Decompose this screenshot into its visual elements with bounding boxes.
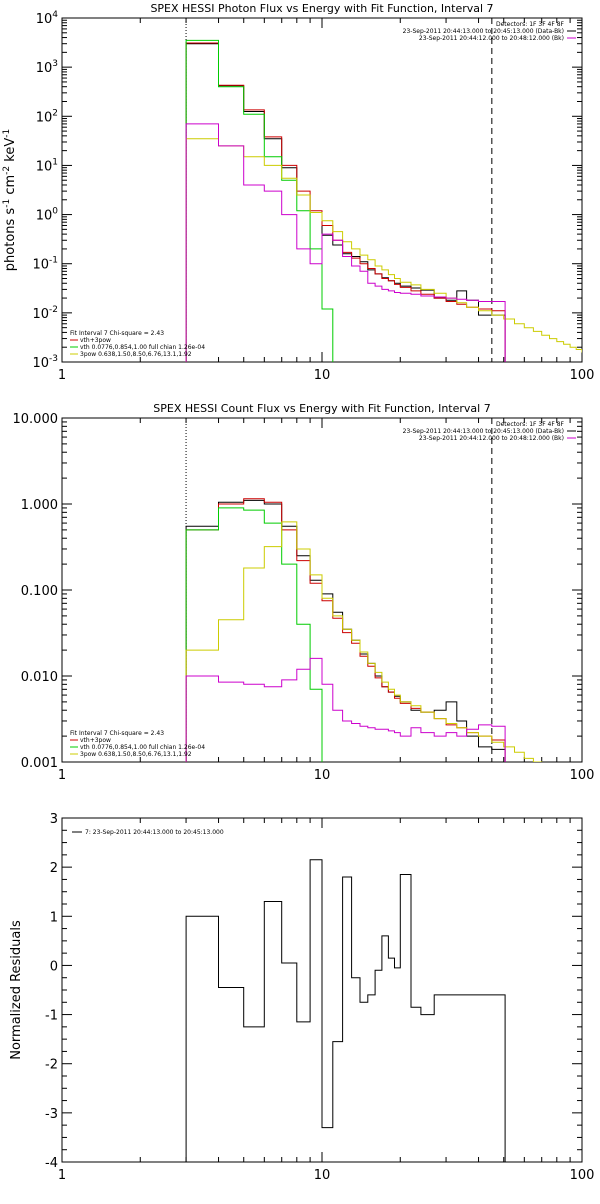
count-flux-y-tick-label: 10.000: [13, 412, 59, 427]
count-flux-series-2: [185, 507, 323, 762]
residuals-y-tick-label: 3: [50, 812, 58, 827]
photon-flux-series-3: [185, 138, 582, 362]
residuals-y-tick-label: 0: [50, 959, 58, 974]
residuals-series-group: [185, 859, 506, 1162]
count-flux-legend-bottom-entry: Fit Interval 7 Chi-square = 2.43: [70, 730, 164, 737]
photon-flux-y-axis-label: photons s-1 cm-2 keV-1: [2, 129, 18, 271]
photon-flux-legend-bottom-entry: Fit Interval 7 Chi-square = 2.43: [70, 330, 164, 337]
photon-flux-y-tick-label: 100: [36, 207, 59, 224]
count-flux-y-tick-label: 0.001: [21, 756, 58, 771]
photon-flux-y-tick-label: 10-2: [32, 305, 58, 322]
residuals-y-tick-label: -3: [45, 1107, 58, 1122]
residuals-y-tick-label: -4: [45, 1156, 58, 1171]
photon-flux-y-tick-label: 10-3: [32, 354, 58, 371]
residuals-panel: Normalized Residuals 1 10 100 -4 -3 -2 -1 0 1 2 3 7…: [9, 812, 594, 1183]
photon-flux-panel: SPEX HESSI Photon Flux vs Energy with Fi…: [2, 2, 594, 383]
photon-flux-legend-top-entry: Detectors: 1F 3F 4F 8F: [496, 21, 565, 28]
residuals-legend-entry: 7: 23-Sep-2011 20:44:13.000 to 20:45:13.…: [85, 829, 224, 836]
count-flux-x-tick-label: 100: [570, 768, 595, 783]
photon-flux-series-0: [185, 43, 506, 362]
photon-flux-series-2: [185, 39, 334, 362]
count-flux-x-tick-label: 1: [58, 768, 66, 783]
count-flux-y-tick-label: 0.100: [21, 584, 58, 599]
photon-flux-y-tick-label: 103: [36, 59, 58, 76]
count-flux-legend-top-entry: Detectors: 1F 3F 4F 8F: [496, 421, 565, 428]
count-flux-series-1: [185, 498, 506, 762]
photon-flux-legend-bottom-entry: vth 0.0776,0.854,1.00 full chian 1.26e-0…: [80, 344, 205, 351]
count-flux-y-tick-label: 0.010: [21, 670, 58, 685]
photon-flux-legend-bottom-entry: 3pow 0.638,1.50,8.50,6.76,13.1,1.92: [80, 351, 192, 358]
count-flux-series-group: [185, 498, 543, 762]
count-flux-legend-bottom-entry: vth 0.0776,0.854,1.00 full chian 1.26e-0…: [80, 744, 205, 751]
photon-flux-legend-bottom-entry: vth+3pow: [80, 337, 111, 344]
residuals-y-axis-label: Normalized Residuals: [9, 920, 24, 1060]
count-flux-legend-top-entry: 23-Sep-2011 20:44:13.000 to 20:45:13.000…: [403, 428, 564, 435]
photon-flux-legend-top-entry: 23-Sep-2011 20:44:12.000 to 20:48:12.000…: [419, 35, 564, 42]
photon-flux-series-4: [185, 123, 506, 362]
photon-flux-x-tick-label: 10: [314, 368, 331, 383]
count-flux-legend-top-entry: 23-Sep-2011 20:44:12.000 to 20:48:12.000…: [419, 435, 564, 442]
count-flux-series-0: [185, 499, 506, 762]
photon-flux-y-tick-label: 102: [36, 108, 58, 125]
photon-flux-y-tick-label: 101: [36, 157, 58, 174]
residuals-y-tick-label: -2: [45, 1058, 58, 1073]
residuals-y-tick-label: -1: [45, 1009, 58, 1024]
residuals-x-tick-label: 1: [58, 1168, 66, 1183]
count-flux-series-4: [185, 657, 506, 762]
photon-flux-y-tick-label: 104: [36, 10, 59, 27]
photon-flux-series-group: [185, 39, 582, 362]
photon-flux-x-tick-label: 1: [58, 368, 66, 383]
residuals-y-tick-label: 1: [50, 910, 58, 925]
count-flux-y-tick-label: 1.000: [21, 498, 58, 513]
count-flux-series-3: [185, 521, 543, 762]
photon-flux-x-tick-label: 100: [570, 368, 595, 383]
count-flux-x-tick-label: 10: [314, 768, 331, 783]
photon-flux-legend-top-entry: 23-Sep-2011 20:44:13.000 to 20:45:13.000…: [403, 28, 564, 35]
photon-flux-y-tick-label: 10-1: [32, 256, 58, 273]
residuals-y-tick-label: 2: [50, 861, 58, 876]
photon-flux-series-1: [185, 42, 506, 362]
residuals-x-tick-label: 10: [314, 1168, 331, 1183]
count-flux-title: SPEX HESSI Count Flux vs Energy with Fit…: [153, 402, 490, 415]
residuals-x-tick-label: 100: [570, 1168, 595, 1183]
residuals-series-0: [185, 859, 506, 1162]
count-flux-panel: SPEX HESSI Count Flux vs Energy with Fit…: [13, 402, 595, 783]
count-flux-legend-bottom-entry: vth+3pow: [80, 737, 111, 744]
photon-flux-title: SPEX HESSI Photon Flux vs Energy with Fi…: [150, 2, 493, 15]
count-flux-legend-bottom-entry: 3pow 0.638,1.50,8.50,6.76,13.1,1.92: [80, 751, 192, 758]
